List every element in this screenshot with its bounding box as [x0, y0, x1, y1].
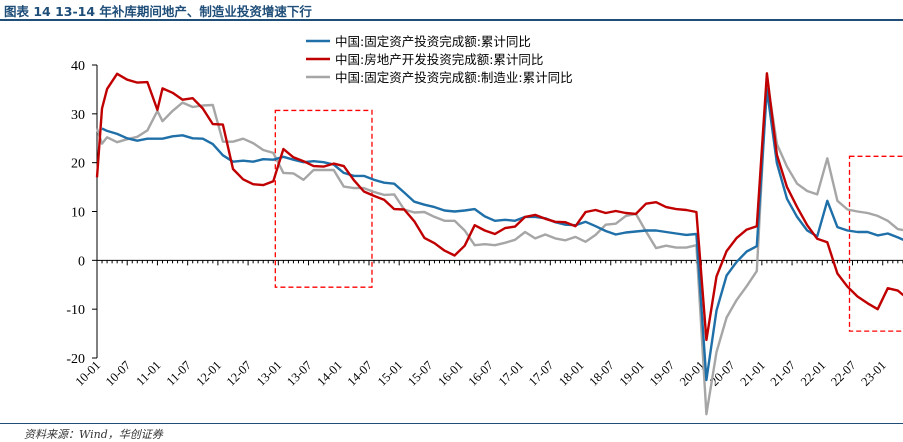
x-tick-label: 19-01 — [617, 358, 648, 389]
y-tick-label: 20 — [71, 157, 85, 172]
x-tick-label: 22-07 — [828, 358, 859, 389]
y-tick-label: -20 — [66, 352, 85, 367]
x-tick-label: 11-01 — [133, 358, 163, 388]
x-tick-label: 17-07 — [526, 358, 557, 389]
y-tick-label: 30 — [71, 108, 85, 123]
x-tick-label: 19-07 — [647, 358, 678, 389]
source-note: 资料来源：Wind，华创证券 — [24, 426, 163, 442]
x-tick-label: 12-07 — [224, 358, 255, 389]
x-tick-label: 17-01 — [496, 358, 527, 389]
series-line — [102, 89, 903, 380]
y-tick-label: 0 — [78, 254, 85, 269]
x-tick-label: 14-01 — [314, 358, 345, 389]
series-line — [97, 73, 903, 340]
x-tick-label: 14-07 — [345, 358, 376, 389]
footer-rule — [0, 423, 903, 424]
x-tick-label: 13-01 — [254, 358, 285, 389]
legend-label: 中国:房地产开发投资完成额:累计同比 — [335, 52, 543, 67]
x-tick-label: 15-01 — [375, 358, 406, 389]
x-tick-label: 13-07 — [284, 358, 315, 389]
x-tick-label: 15-07 — [405, 358, 436, 389]
y-tick-label: 10 — [71, 206, 85, 221]
legend-label: 中国:固定资产投资完成额:累计同比 — [335, 34, 531, 49]
x-tick-label: 21-01 — [737, 358, 768, 389]
x-tick-label: 11-07 — [164, 358, 194, 388]
y-tick-label: 40 — [71, 59, 85, 74]
x-tick-label: 18-07 — [586, 358, 617, 389]
y-tick-label: -10 — [66, 303, 85, 318]
x-tick-label: 16-01 — [435, 358, 466, 389]
x-tick-label: 22-01 — [798, 358, 829, 389]
legend-label: 中国:固定资产投资完成额:制造业:累计同比 — [335, 70, 573, 85]
x-tick-label: 12-01 — [193, 358, 224, 389]
highlight-box — [850, 156, 903, 331]
x-tick-label: 23-01 — [858, 358, 889, 389]
x-tick-label: 21-07 — [768, 358, 799, 389]
x-tick-label: 10-07 — [103, 358, 134, 389]
x-tick-label: 16-07 — [465, 358, 496, 389]
x-tick-label: 18-01 — [556, 358, 587, 389]
